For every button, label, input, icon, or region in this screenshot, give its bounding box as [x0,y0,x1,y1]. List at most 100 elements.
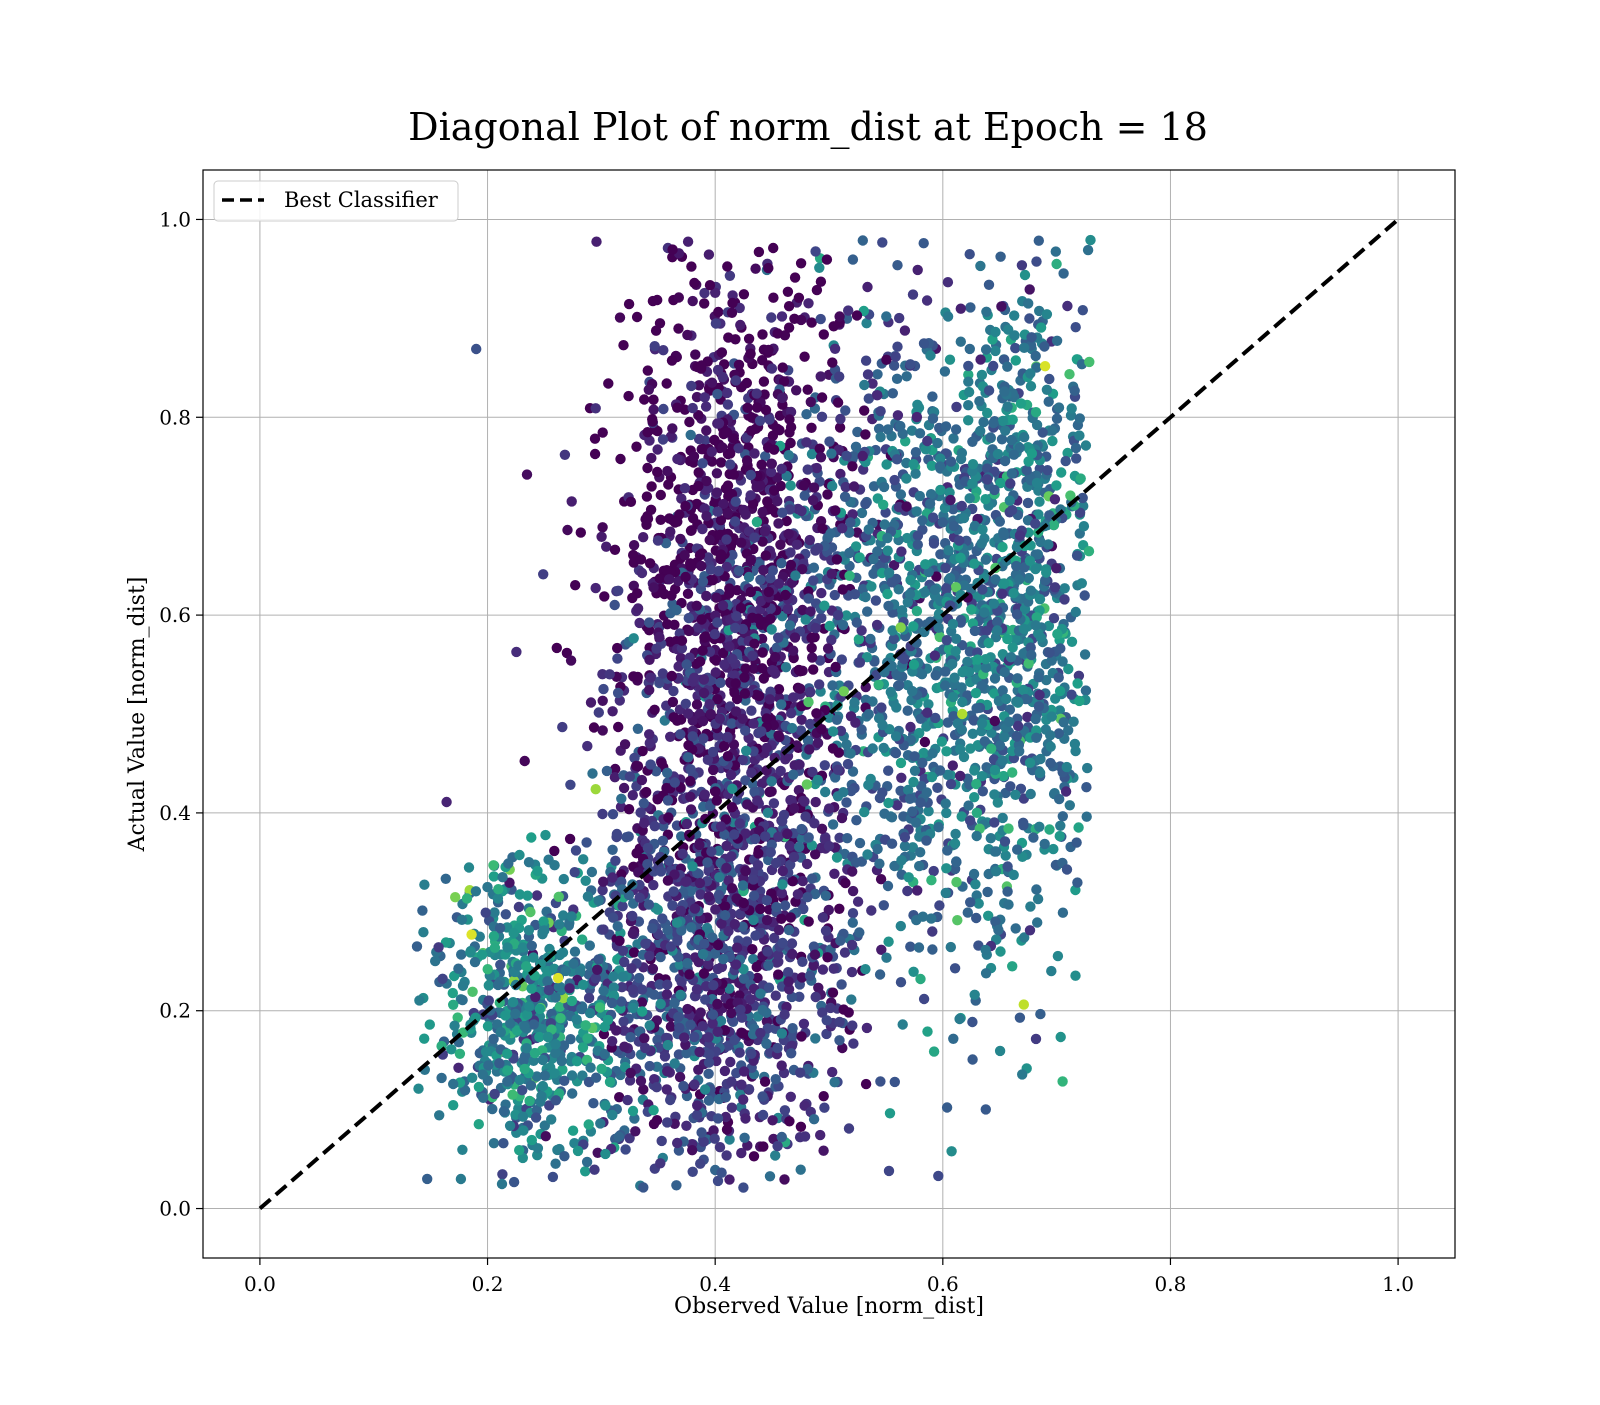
scatter-point [915,797,925,807]
scatter-point [722,261,732,271]
scatter-point [514,1145,524,1155]
scatter-point [995,516,1005,526]
scatter-point [1055,831,1065,841]
scatter-point [670,777,680,787]
scatter-point [812,285,822,295]
scatter-point [881,459,891,469]
scatter-point [1020,270,1030,280]
scatter-point [453,964,463,974]
scatter-point [772,328,782,338]
scatter-point [572,1056,582,1066]
scatter-point [624,299,634,309]
scatter-point [803,464,813,474]
scatter-point [723,751,733,761]
scatter-point [935,765,945,775]
scatter-point [688,1167,698,1177]
scatter-point [634,618,644,628]
scatter-point [903,706,913,716]
scatter-point [718,954,728,964]
scatter-point [648,405,658,415]
scatter-point [524,1096,534,1106]
scatter-point [1018,820,1028,830]
scatter-point [957,501,967,511]
scatter-point [493,893,503,903]
scatter-point [1025,925,1035,935]
scatter-point [566,655,576,665]
scatter-point [686,381,696,391]
scatter-point [915,428,925,438]
scatter-point [686,430,696,440]
scatter-point [999,530,1009,540]
scatter-point [738,880,748,890]
scatter-point [1026,381,1036,391]
scatter-point [1056,1032,1066,1042]
scatter-point [716,1168,726,1178]
scatter-point [797,957,807,967]
scatter-point [800,811,810,821]
scatter-point [699,939,709,949]
scatter-point [716,821,726,831]
scatter-point [971,688,981,698]
scatter-point [703,1069,713,1079]
scatter-point [950,838,960,848]
scatter-point [532,866,542,876]
scatter-point [749,891,759,901]
scatter-point [950,829,960,839]
scatter-point [865,634,875,644]
scatter-point [526,984,536,994]
scatter-point [866,581,876,591]
scatter-point [807,317,817,327]
scatter-point [567,1088,577,1098]
scatter-point [478,1069,488,1079]
scatter-point [505,1121,515,1131]
scatter-point [892,374,902,384]
scatter-point [818,912,828,922]
scatter-point [955,771,965,781]
scatter-point [1034,497,1044,507]
scatter-point [629,947,639,957]
scatter-point [891,748,901,758]
scatter-point [875,969,885,979]
scatter-point [838,584,848,594]
scatter-point [1036,322,1046,332]
scatter-point [905,359,915,369]
scatter-point [810,950,820,960]
scatter-point [535,1097,545,1107]
scatter-point [684,969,694,979]
scatter-point [648,1105,658,1115]
scatter-point [917,515,927,525]
scatter-point [694,1047,704,1057]
scatter-point [457,995,467,1005]
scatter-point [811,708,821,718]
scatter-point [637,746,647,756]
scatter-point [746,470,756,480]
scatter-point [929,1046,939,1056]
scatter-point [1033,672,1043,682]
scatter-point [662,1084,672,1094]
scatter-point [487,1104,497,1114]
scatter-point [551,1095,561,1105]
scatter-point [697,646,707,656]
scatter-point [682,330,692,340]
scatter-point [849,481,859,491]
scatter-point [959,513,969,523]
scatter-point [570,580,580,590]
scatter-point [932,783,942,793]
scatter-point [1026,332,1036,342]
scatter-point [813,775,823,785]
scatter-point [568,1126,578,1136]
scatter-point [801,437,811,447]
scatter-point [965,743,975,753]
scatter-point [696,561,706,571]
scatter-point [753,614,763,624]
scatter-point [809,1114,819,1124]
scatter-point [1010,343,1020,353]
scatter-point [1052,629,1062,639]
scatter-point [874,680,884,690]
scatter-point [946,1146,956,1156]
scatter-point [816,613,826,623]
scatter-point [725,1057,735,1067]
scatter-point [647,923,657,933]
scatter-point [763,960,773,970]
scatter-point [1031,1034,1041,1044]
